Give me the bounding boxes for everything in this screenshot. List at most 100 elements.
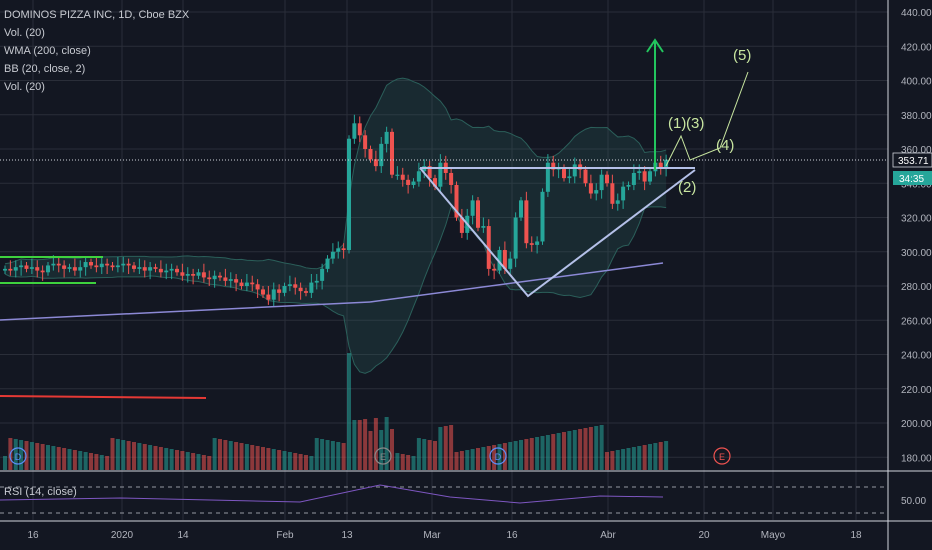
candle-body — [19, 265, 24, 268]
candle-body — [449, 172, 454, 185]
volume-bar — [341, 443, 346, 470]
rsi-line — [0, 484, 664, 504]
candle-body — [309, 282, 314, 293]
volume-bar — [3, 456, 7, 470]
volume-bar — [196, 454, 201, 470]
bb-fill — [5, 78, 667, 374]
volume-bar — [255, 446, 260, 470]
indicator-legend: DOMINOS PIZZA INC, 1D, Cboe BZX Vol. (20… — [4, 6, 189, 96]
candle-body — [223, 277, 228, 281]
price-tick-label: 220.00 — [901, 385, 932, 396]
candle-body — [486, 226, 491, 269]
wave-label: (5) — [733, 47, 751, 64]
volume-bar — [185, 452, 190, 470]
volume-bar — [250, 445, 255, 470]
candle-body — [72, 267, 77, 271]
price-tick-label: 320.00 — [901, 214, 932, 225]
candle-body — [400, 174, 405, 180]
legend-volume-2[interactable]: Vol. (20) — [4, 81, 45, 93]
legend-volume-1[interactable]: Vol. (20) — [4, 27, 45, 39]
event-marker — [713, 447, 731, 465]
candle-body — [105, 263, 110, 266]
candle-body — [180, 272, 185, 276]
candle-body — [250, 282, 255, 285]
volume-bar — [347, 353, 351, 470]
candle-body — [599, 174, 604, 191]
support-line — [0, 395, 207, 399]
candle-body — [551, 162, 556, 170]
rsi-panel: RSI (14, close) — [0, 470, 932, 522]
volume-bar — [567, 431, 572, 470]
volume-bar — [282, 451, 287, 470]
volume-bar — [594, 426, 599, 470]
candle-body — [373, 159, 378, 167]
candle-body — [384, 131, 389, 144]
candle-body — [228, 279, 233, 281]
drawings: (1) (3) (5) (4) (2) D E D E — [0, 38, 888, 465]
volume-bar — [605, 452, 609, 470]
legend-wma[interactable]: WMA (200, close) — [4, 45, 91, 57]
volume-bar — [228, 441, 233, 470]
volume-bar — [169, 449, 174, 470]
volume-bar — [513, 441, 518, 470]
target-arrow-head — [646, 38, 664, 53]
event-marker-label: D — [15, 452, 22, 462]
bollinger-bands — [4, 77, 667, 374]
candle-body — [164, 270, 169, 273]
price-tick-label: 300.00 — [901, 248, 932, 259]
candle-body — [126, 263, 131, 266]
volume-bar — [304, 455, 308, 470]
price-tick-label: 400.00 — [901, 77, 932, 88]
candle-body — [277, 289, 282, 293]
volume-bar — [572, 430, 577, 470]
volume-bar — [212, 438, 217, 470]
volume-bar — [664, 441, 669, 470]
price-tick-label: 360.00 — [901, 145, 932, 156]
candle-body — [594, 190, 599, 194]
volume-bar — [94, 454, 99, 470]
volume-bar — [556, 433, 561, 470]
event-marker — [374, 447, 392, 465]
candle-body — [13, 267, 18, 271]
rsi-label: RSI (14, close) — [4, 486, 77, 498]
wave-label: (2) — [678, 179, 696, 196]
candle-body — [142, 267, 147, 271]
volume-bar — [325, 440, 330, 470]
candle-body — [395, 174, 400, 176]
volume-bar — [148, 445, 153, 470]
candle-body — [416, 171, 421, 182]
legend-bb[interactable]: BB (20, close, 2) — [4, 63, 86, 75]
candle-body — [508, 258, 513, 269]
price-tick-label: 200.00 — [901, 419, 932, 430]
volume-bar — [271, 449, 276, 470]
volume-bar — [465, 450, 470, 470]
volume-bar — [51, 446, 56, 470]
volume-bar — [357, 420, 362, 470]
volume-bar — [223, 440, 228, 470]
time-tick-label: 13 — [341, 530, 353, 541]
candle-body — [287, 284, 292, 286]
candle-body — [406, 179, 411, 185]
event-marker-label: D — [495, 452, 502, 462]
volume-bar — [121, 440, 126, 470]
candle-body — [481, 226, 486, 228]
volume-bars — [3, 353, 669, 470]
volume-bar — [545, 435, 550, 470]
candle-body — [271, 289, 276, 300]
candle-body — [476, 200, 480, 228]
candle-body — [266, 294, 271, 300]
volume-bar — [626, 448, 631, 470]
candle-body — [562, 167, 566, 179]
volume-bar — [298, 454, 303, 470]
price-tick-label: 240.00 — [901, 351, 932, 362]
candle-body — [293, 284, 298, 288]
candle-body — [207, 277, 212, 280]
volume-bar — [610, 451, 615, 470]
volume-bar — [56, 447, 61, 470]
candle-body — [8, 268, 13, 271]
volume-bar — [395, 453, 400, 470]
volume-bar — [368, 431, 373, 470]
event-marker-label: E — [380, 452, 386, 462]
